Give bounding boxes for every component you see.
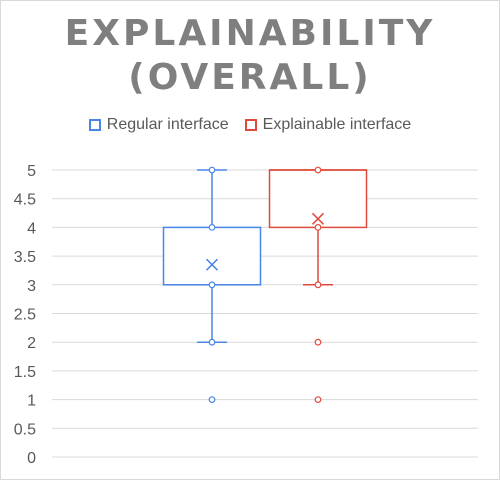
mean-marker — [311, 212, 325, 225]
data-point — [208, 166, 216, 174]
legend-item-explainable: Explainable interface — [244, 116, 412, 134]
legend-swatch-regular — [88, 119, 101, 131]
y-tick-label: 5 — [27, 163, 36, 180]
data-point — [314, 338, 322, 346]
data-point — [314, 396, 322, 404]
box — [162, 226, 262, 286]
data-point — [314, 166, 322, 174]
y-tick-label: 2.5 — [14, 307, 36, 324]
y-tick-label: 2 — [27, 335, 36, 352]
legend: Regular interface Explainable interface — [0, 116, 500, 134]
data-point — [208, 223, 216, 231]
chart-title: EXPLAINABILITY (OVERALL) — [0, 12, 500, 100]
y-tick-label: 4 — [27, 220, 36, 237]
y-tick-label: 3.5 — [14, 249, 36, 266]
y-tick-label: 3 — [27, 278, 36, 295]
mean-marker — [205, 258, 219, 271]
data-point — [208, 396, 216, 404]
data-point — [314, 223, 322, 231]
chart-title-line-1: EXPLAINABILITY — [64, 13, 436, 54]
data-point — [208, 338, 216, 346]
y-tick-label: 4.5 — [14, 192, 36, 209]
legend-swatch-explainable — [244, 119, 257, 131]
data-point — [314, 281, 322, 289]
legend-label-regular: Regular interface — [106, 116, 229, 133]
chart-title-line-2: (OVERALL) — [128, 57, 372, 98]
y-tick-label: 0.5 — [14, 421, 36, 438]
legend-label-explainable: Explainable interface — [262, 116, 412, 133]
data-point — [208, 281, 216, 289]
legend-item-regular: Regular interface — [88, 116, 229, 134]
y-tick-label: 1 — [27, 393, 36, 410]
y-tick-label: 0 — [27, 450, 36, 467]
y-tick-label: 1.5 — [14, 364, 36, 381]
